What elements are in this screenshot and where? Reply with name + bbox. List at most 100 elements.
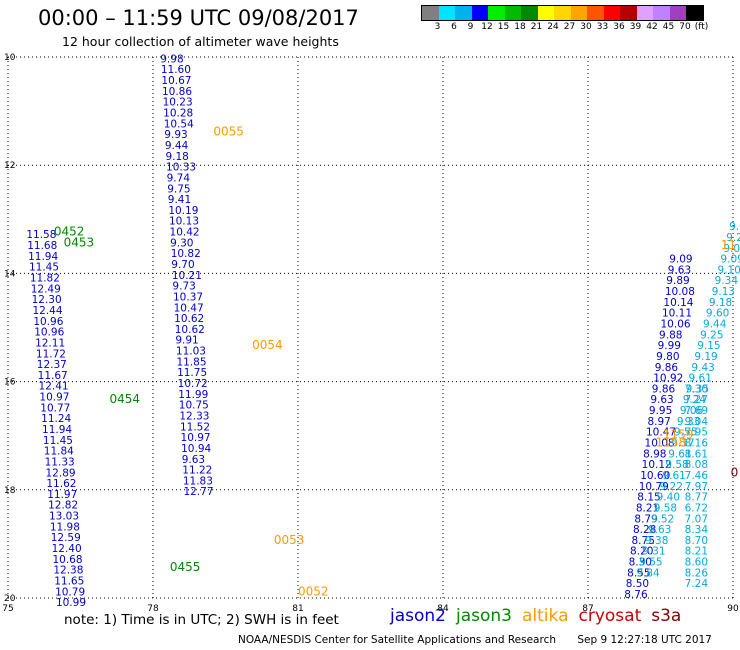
color-swatch xyxy=(537,6,554,20)
wave-height-value: 8.20 xyxy=(630,546,653,558)
wave-height-value: 9.35 xyxy=(686,383,709,395)
wave-height-value: 10.97 xyxy=(39,392,69,404)
wave-height-value: 9.89 xyxy=(666,275,689,287)
wave-height-value: 9.38 xyxy=(645,535,668,547)
color-swatch xyxy=(455,6,472,20)
wave-height-value: 7.07 xyxy=(685,513,708,525)
y-tick-label: 18 xyxy=(4,486,16,496)
wave-height-value: 10.47 xyxy=(174,302,204,314)
wave-height-value: 11.75 xyxy=(177,367,207,379)
color-swatch xyxy=(653,6,670,20)
wave-height-value: 8.76 xyxy=(624,589,648,601)
wave-height-value: 9.31 xyxy=(642,546,665,558)
wave-height-value: 9.04 xyxy=(685,416,709,428)
credit-line: NOAA/NESDIS Center for Satellite Applica… xyxy=(238,634,730,646)
y-tick-label: 16 xyxy=(4,378,16,388)
wave-height-value: 6.72 xyxy=(685,502,708,514)
wave-height-value: 11.85 xyxy=(176,356,206,368)
y-tick-label: 14 xyxy=(4,269,16,279)
x-tick-label: 78 xyxy=(147,604,159,614)
wave-height-value: 9.09 xyxy=(669,254,692,266)
wave-height-value: 11.68 xyxy=(27,240,57,252)
color-scale-label: 36 xyxy=(613,22,625,32)
wave-height-value: 9.70 xyxy=(171,259,194,271)
wave-height-value: 8.61 xyxy=(685,448,708,460)
wave-height-value: 9.63 xyxy=(182,454,205,466)
wave-height-value: 8.98 xyxy=(643,448,666,460)
wave-height-value: 9.61 xyxy=(668,448,691,460)
color-swatch xyxy=(438,6,455,20)
legend-entry-s3a: s3a xyxy=(651,606,682,626)
wave-height-value: 9.91 xyxy=(175,335,198,347)
x-tick-label: 84 xyxy=(437,604,449,614)
pass-time-label: 0 xyxy=(731,465,739,479)
wave-height-value: 11.45 xyxy=(29,262,59,274)
wave-height-value: 9.58 xyxy=(665,459,688,471)
wave-height-value: 9.63 xyxy=(650,394,673,406)
wave-height-value: 9.41 xyxy=(168,194,191,206)
wave-height-value: 8.34 xyxy=(685,524,709,536)
pass-time-label: 0052 xyxy=(298,584,329,598)
wave-height-value: 10.97 xyxy=(181,432,211,444)
color-swatch xyxy=(554,6,571,20)
wave-height-value: 10.42 xyxy=(170,227,200,239)
wave-height-value: 10.54 xyxy=(164,118,194,130)
wave-height-value: 11.84 xyxy=(44,446,74,458)
wave-height-value: 9.30 xyxy=(170,237,193,249)
wave-height-value: 7.46 xyxy=(685,470,709,482)
wave-height-value: 8.28 xyxy=(633,524,656,536)
wave-height-value: 10.67 xyxy=(161,75,191,87)
wave-height-value: 9.55 xyxy=(674,427,697,439)
wave-height-value: 11.65 xyxy=(54,575,84,587)
wave-height-value: 11.83 xyxy=(183,475,213,487)
wave-height-value: 12.49 xyxy=(31,283,61,295)
wave-height-value: 10.37 xyxy=(173,291,203,303)
color-swatch xyxy=(570,6,587,20)
wave-height-value: 11.62 xyxy=(46,478,76,490)
pass-time-label: 11 xyxy=(721,238,736,252)
wave-height-value: 9.93 xyxy=(164,129,187,141)
wave-height-value: 9.74 xyxy=(167,172,191,184)
wave-height-value: 9.60 xyxy=(706,308,729,320)
wave-height-value: 10.60 xyxy=(640,470,670,482)
color-swatch xyxy=(488,6,505,20)
wave-height-value: 8.15 xyxy=(637,492,660,504)
wave-height-value: 10.19 xyxy=(168,205,198,217)
pass-time-label: 0453 xyxy=(64,235,95,249)
x-tick-label: 75 xyxy=(2,604,13,614)
wave-height-value: 9.22 xyxy=(660,481,683,493)
wave-height-value: 10.68 xyxy=(52,554,82,566)
wave-height-value: 8.70 xyxy=(685,535,708,547)
wave-height-value: 9.25 xyxy=(700,329,723,341)
wave-height-value: 12.11 xyxy=(35,337,65,349)
wave-height-value: 7.24 xyxy=(685,578,709,590)
wave-height-value: 8.60 xyxy=(685,557,708,569)
wave-height-value: 9.34 xyxy=(715,275,739,287)
wave-height-value: 9.19 xyxy=(694,351,717,363)
color-scale-label: 12 xyxy=(481,22,493,32)
wave-height-value: 10.28 xyxy=(163,108,193,120)
wave-height-value: 8.75 xyxy=(632,535,655,547)
wave-height-value: 7.97 xyxy=(685,481,708,493)
color-swatch xyxy=(636,6,653,20)
wave-height-value: 11.24 xyxy=(41,413,71,425)
wave-height-value: 10.96 xyxy=(33,316,63,328)
wave-height-value: 8.79 xyxy=(634,513,657,525)
wave-height-value: 9.40 xyxy=(657,492,680,504)
wave-height-value: 8.16 xyxy=(685,438,709,450)
wave-height-value: 10.72 xyxy=(178,378,208,390)
pass-time-label: 0055 xyxy=(213,124,244,138)
wave-height-value: 10.92 xyxy=(653,373,683,385)
pass-time-label: 0455 xyxy=(170,560,201,574)
wave-height-value: 10.08 xyxy=(645,438,675,450)
wave-height-value: 10.77 xyxy=(40,402,70,414)
wave-height-value: 9.18 xyxy=(709,297,732,309)
axis-ticks: 75 78 81 84 87 90 10 12 14 16 18 20 xyxy=(2,53,739,614)
wave-height-value: 9.99 xyxy=(658,340,681,352)
pass-time-label: 0054 xyxy=(252,338,283,352)
y-tick-label: 10 xyxy=(4,53,16,63)
wave-height-value: 10.12 xyxy=(642,459,672,471)
color-scale-label: 3 xyxy=(434,22,441,32)
pass-time-label: 1159 xyxy=(663,427,694,441)
wave-height-value: 8.97 xyxy=(647,416,670,428)
